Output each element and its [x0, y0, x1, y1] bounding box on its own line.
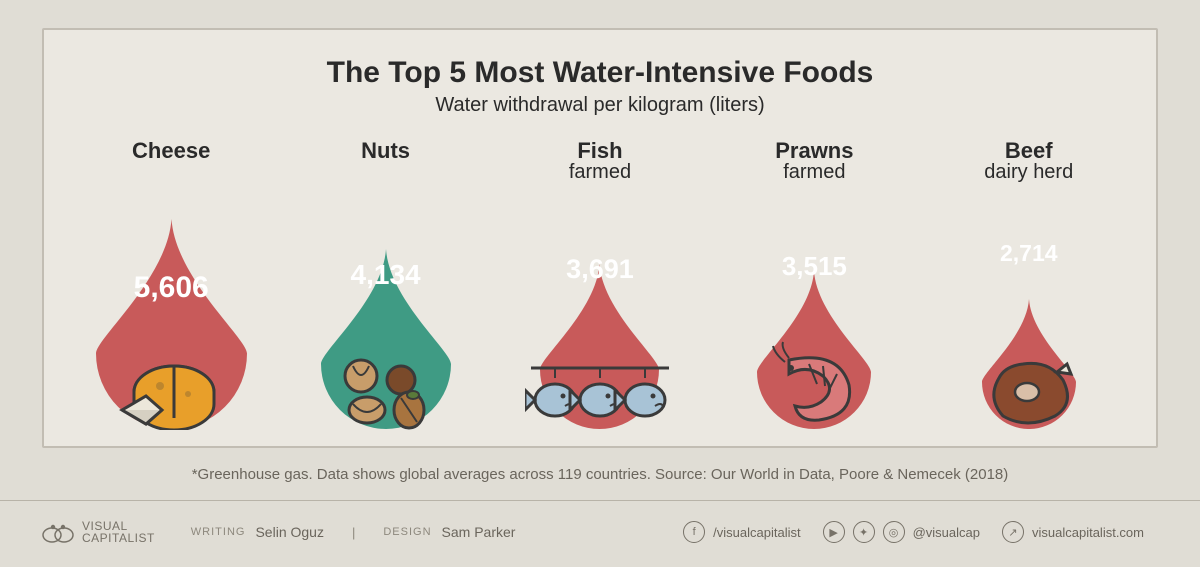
brand-logo: VISUAL CAPITALIST [42, 520, 155, 544]
items-row: Cheese 5,606 Nuts [44, 139, 1156, 429]
chart-subtitle: Water withdrawal per kilogram (liters) [44, 94, 1156, 117]
infographic-panel: The Top 5 Most Water-Intensive Foods Wat… [42, 28, 1158, 448]
item-name: Prawns [775, 138, 853, 163]
drop-wrap: 3,515 [714, 191, 914, 429]
footer-divider [0, 500, 1200, 501]
footer-bar: VISUAL CAPITALIST WRITING Selin Oguz | D… [42, 510, 1158, 554]
drop-wrap: 3,691 [500, 191, 700, 429]
item-name: Nuts [361, 138, 410, 163]
youtube-icon[interactable]: ▶ [823, 521, 845, 543]
design-value: Sam Parker [442, 524, 516, 540]
item-label: Prawns farmed [775, 139, 853, 183]
item-value: 5,606 [134, 271, 209, 305]
food-item: Fish farmed 3,691 [500, 139, 700, 429]
twitter-icon[interactable]: ✦ [853, 521, 875, 543]
social-label[interactable]: @visualcap [913, 525, 980, 540]
item-label: Cheese [132, 139, 210, 162]
drop-wrap: 2,714 [929, 191, 1129, 429]
item-value: 3,515 [782, 251, 847, 282]
item-sublabel: farmed [569, 162, 631, 183]
credit-separator: | [352, 525, 355, 540]
item-label: Nuts [361, 139, 410, 162]
design-label: DESIGN [383, 526, 431, 538]
logo-icon [42, 521, 74, 543]
fish-icon [525, 350, 675, 435]
writing-label: WRITING [191, 526, 246, 538]
item-value: 3,691 [566, 254, 634, 285]
instagram-icon[interactable]: ◎ [883, 521, 905, 543]
item-value: 2,714 [1000, 240, 1058, 267]
writing-value: Selin Oguz [255, 524, 323, 540]
facebook-icon[interactable]: f [683, 521, 705, 543]
food-item: Nuts 4,134 [286, 139, 486, 429]
item-sublabel: dairy herd [984, 162, 1073, 183]
social-label[interactable]: /visualcapitalist [713, 525, 800, 540]
item-label: Fish farmed [569, 139, 631, 183]
food-item: Beef dairy herd 2,714 [929, 139, 1129, 429]
item-value: 4,134 [351, 259, 421, 291]
nuts-icon [331, 350, 441, 435]
social-links: f/visualcapitalist ▶ ✦ ◎ @visualcap ↗ visualca… [683, 521, 1158, 543]
drop-wrap: 4,134 [286, 191, 486, 429]
item-name: Fish [577, 138, 622, 163]
footnote-text: *Greenhouse gas. Data shows global avera… [0, 466, 1200, 483]
link-icon[interactable]: ↗ [1002, 521, 1024, 543]
item-name: Beef [1005, 138, 1053, 163]
food-item: Prawns farmed 3,515 [714, 139, 914, 429]
social-label[interactable]: visualcapitalist.com [1032, 525, 1144, 540]
item-sublabel: farmed [775, 162, 853, 183]
item-label: Beef dairy herd [984, 139, 1073, 183]
logo-text-2: CAPITALIST [82, 532, 155, 544]
beef-icon [979, 350, 1079, 435]
food-item: Cheese 5,606 [71, 139, 271, 429]
prawns-icon [759, 340, 869, 435]
cheese-icon [116, 350, 226, 435]
drop-wrap: 5,606 [71, 191, 271, 429]
chart-title: The Top 5 Most Water-Intensive Foods [44, 56, 1156, 90]
item-name: Cheese [132, 138, 210, 163]
